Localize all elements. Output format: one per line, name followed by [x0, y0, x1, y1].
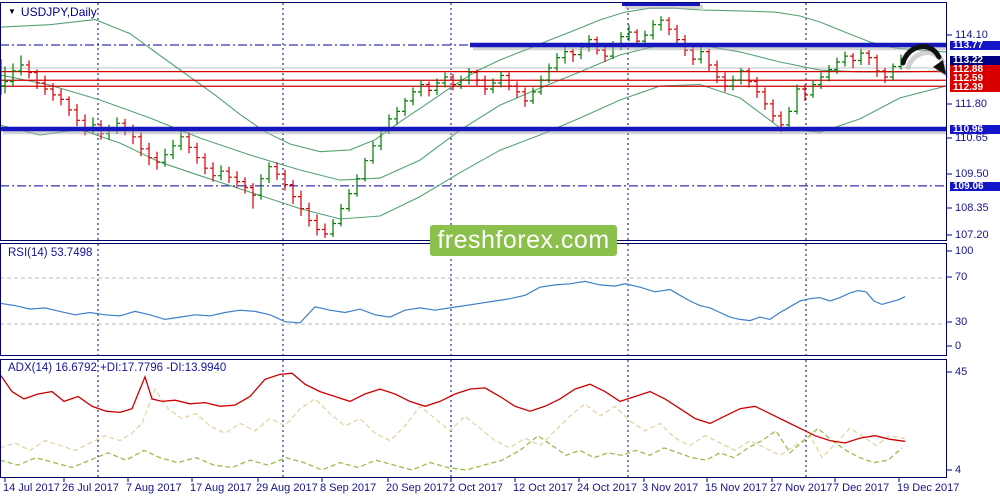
price-badge: 112.88: [950, 64, 1000, 74]
price-badge: 109.06: [950, 181, 1000, 191]
date-label: 3 Nov 2017: [642, 482, 699, 494]
rsi-axis-label: 70: [955, 271, 968, 283]
rsi-axis-label: 100: [955, 245, 974, 257]
arrow-annotation: [900, 44, 949, 78]
date-label: 27 Nov 2017: [770, 482, 833, 494]
adx-axis-label: 4: [955, 464, 962, 476]
price-tick-label: 108.35: [955, 202, 989, 214]
watermark-text: freshforex.com: [437, 226, 610, 254]
price-tick-label: 110.65: [955, 132, 988, 144]
adx-indicator-label: ADX(14) 16.6792 +DI:17.7796 -DI:13.9940: [8, 362, 227, 374]
date-label: 14 Jul 2017: [3, 482, 60, 494]
date-label: 26 Jul 2017: [62, 482, 119, 494]
price-tick-label: 111.80: [955, 98, 988, 110]
symbol-label: ▼ USDJPY,Daily: [8, 5, 97, 19]
rsi-indicator-label: RSI(14) 53.7498: [8, 247, 93, 259]
date-label: 19 Dec 2017: [897, 482, 960, 494]
rsi-axis-label: 30: [955, 316, 968, 328]
watermark-badge: freshforex.com: [430, 225, 617, 256]
date-label: 7 Dec 2017: [833, 482, 890, 494]
date-label: 15 Nov 2017: [705, 482, 768, 494]
price-tick-label: 114.10: [955, 29, 988, 41]
date-label: 7 Aug 2017: [126, 482, 182, 494]
date-label: 12 Oct 2017: [513, 482, 573, 494]
symbol-dropdown-icon[interactable]: ▼: [8, 7, 16, 16]
date-label: 17 Aug 2017: [190, 482, 252, 494]
price-tick-label: 107.20: [955, 229, 989, 241]
price-badge: 113.77: [950, 40, 1000, 50]
adx-axis-label: 45: [955, 366, 968, 378]
price-tick-label: 109.50: [955, 168, 989, 180]
rsi-axis-label: 0: [955, 340, 962, 352]
price-badge: 112.39: [950, 82, 1000, 92]
date-label: 24 Oct 2017: [577, 482, 637, 494]
date-label: 20 Sep 2017: [386, 482, 449, 494]
price-badge: 110.96: [950, 124, 1000, 134]
symbol-title: USDJPY,Daily: [20, 5, 97, 19]
date-label: 2 Oct 2017: [449, 482, 503, 494]
price-badge: 113.22: [950, 56, 1000, 66]
date-label: 8 Sep 2017: [320, 482, 377, 494]
price-badge: 112.59: [950, 73, 1000, 83]
date-label: 29 Aug 2017: [256, 482, 318, 494]
